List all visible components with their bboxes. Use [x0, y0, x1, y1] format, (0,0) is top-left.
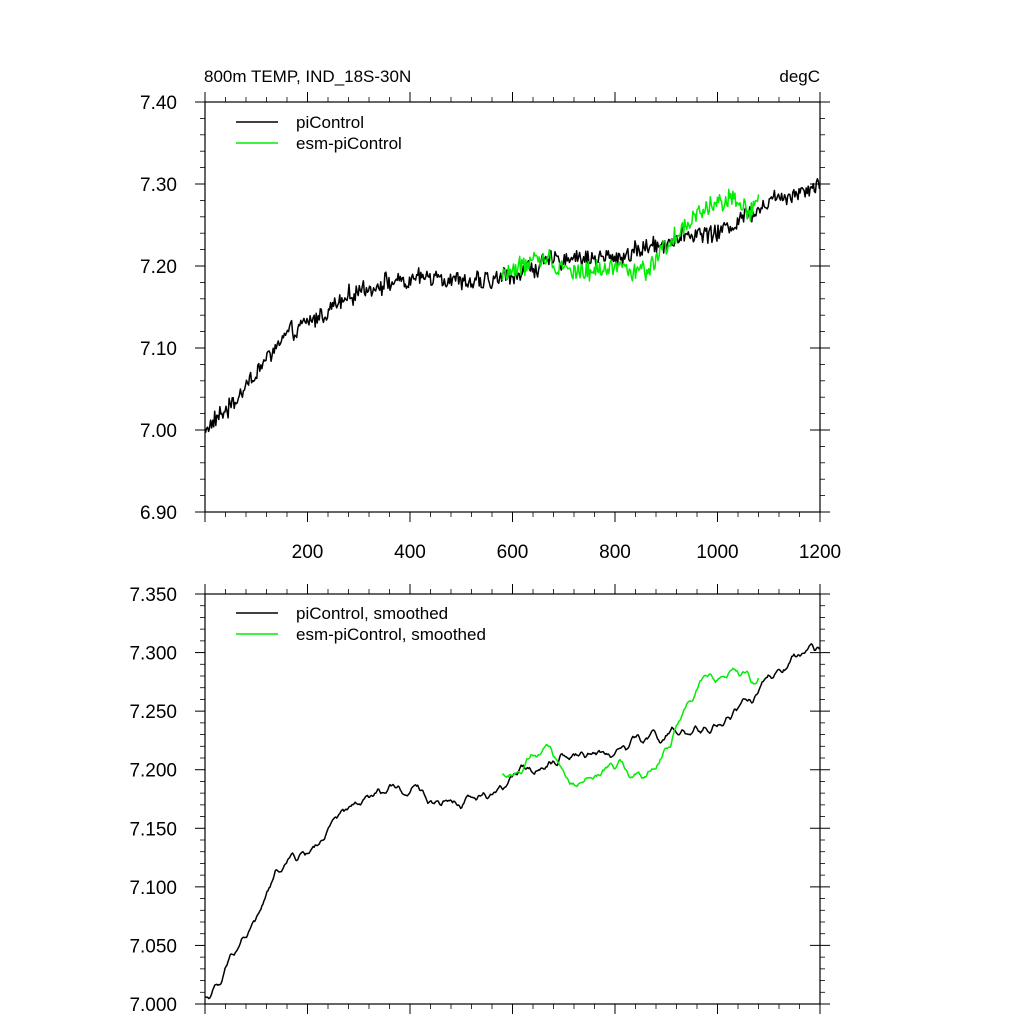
bottom-panel-legend: piControl, smoothed esm-piControl, smoot…	[236, 604, 486, 644]
top-panel-ticks	[195, 92, 830, 522]
y-tick-label: 7.10	[140, 339, 177, 360]
bottom-panel-series	[205, 643, 821, 1000]
top-panel-legend: piControl esm-piControl	[236, 113, 402, 153]
series-line-esm-picontrol-smoothed	[502, 667, 760, 788]
y-tick-label: 7.050	[129, 936, 177, 957]
y-tick-label: 7.40	[140, 93, 177, 114]
bottom-panel-ticks	[195, 584, 830, 1014]
chart-title: 800m TEMP, IND_18S-30N	[204, 67, 411, 86]
top-panel-frame	[204, 101, 821, 513]
x-tick-label: 800	[599, 542, 631, 563]
bottom-panel-y-tick-labels: 7.000 7.050 7.100 7.150 7.200 7.250 7.300 7.350	[129, 585, 177, 1016]
y-tick-label: 7.20	[140, 257, 177, 278]
x-tick-label: 1200	[799, 542, 841, 563]
y-tick-label: 7.350	[129, 585, 177, 606]
top-panel-x-tick-labels: 200 400 600 800 1000 1200	[292, 542, 841, 563]
y-tick-label: 6.90	[140, 503, 177, 524]
series-line-esm-picontrol	[501, 188, 760, 282]
y-tick-label: 7.150	[129, 819, 177, 840]
x-tick-label: 200	[292, 542, 324, 563]
bottom-panel-frame	[204, 593, 821, 1005]
top-panel-y-tick-labels: 6.90 7.00 7.10 7.20 7.30 7.40	[140, 93, 177, 524]
y-tick-label: 7.100	[129, 878, 177, 899]
x-tick-label: 600	[497, 542, 529, 563]
y-tick-label: 7.00	[140, 421, 177, 442]
legend-label-picontrol-smoothed: piControl, smoothed	[296, 604, 448, 623]
legend-label-picontrol: piControl	[296, 113, 364, 132]
y-tick-label: 7.250	[129, 702, 177, 723]
series-line-picontrol	[204, 178, 821, 433]
legend-label-esm-picontrol-smoothed: esm-piControl, smoothed	[296, 625, 486, 644]
y-tick-label: 7.300	[129, 644, 177, 665]
x-tick-label: 1000	[696, 542, 738, 563]
y-tick-label: 7.200	[129, 761, 177, 782]
y-tick-label: 7.000	[129, 995, 177, 1016]
series-line-picontrol-smoothed	[205, 643, 821, 1000]
top-panel-series	[204, 178, 821, 433]
y-tick-label: 7.30	[140, 175, 177, 196]
units-label: degC	[779, 67, 820, 86]
x-tick-label: 400	[394, 542, 426, 563]
legend-label-esm-picontrol: esm-piControl	[296, 134, 402, 153]
